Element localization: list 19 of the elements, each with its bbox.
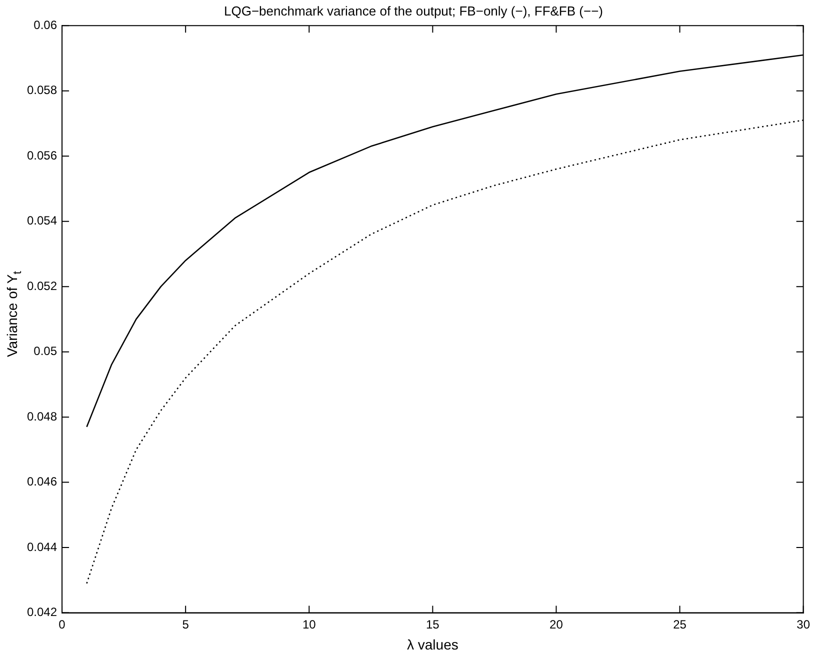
y-tick-label: 0.048 (27, 409, 58, 424)
x-tick-label: 30 (796, 617, 810, 632)
y-tick-label: 0.042 (27, 605, 58, 620)
y-tick-label: 0.044 (27, 540, 58, 554)
y-tick-label: 0.046 (27, 474, 58, 489)
y-tick-label: 0.054 (27, 214, 58, 228)
x-tick-label: 10 (302, 617, 316, 632)
x-axis-title: λ values (407, 636, 458, 652)
x-tick-label: 0 (58, 617, 66, 632)
y-tick-label: 0.058 (27, 83, 58, 98)
y-tick-label: 0.052 (27, 278, 58, 293)
x-tick-label: 5 (182, 617, 190, 632)
x-tick-label: 15 (426, 617, 440, 632)
x-tick-label: 25 (673, 617, 687, 632)
chart-title: LQG−benchmark variance of the output; FB−only (−), FF&FB (−−) (224, 3, 603, 18)
y-tick-label: 0.06 (34, 18, 58, 32)
y-tick-label: 0.056 (27, 148, 58, 162)
y-tick-label: 0.05 (34, 344, 58, 358)
x-tick-label: 20 (550, 617, 564, 632)
